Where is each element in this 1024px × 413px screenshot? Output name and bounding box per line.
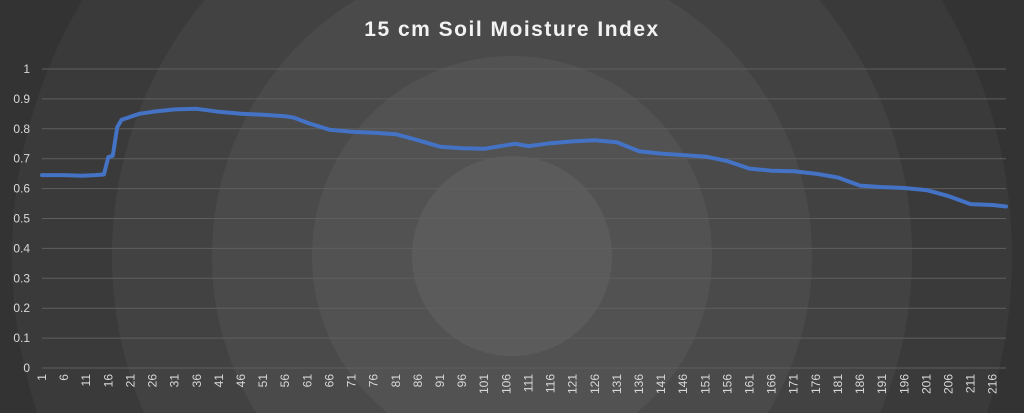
x-tick-label: 201 (919, 374, 933, 394)
x-tick-label: 151 (698, 374, 712, 394)
y-tick-label: 0 (23, 361, 30, 375)
x-tick-label: 36 (190, 374, 204, 388)
x-axis-ticks: 1 6 11 16 21 26 31 36 41 46 51 56 61 66 71 76 81 86 91 96 10… (35, 374, 1000, 394)
x-tick-label: 91 (433, 374, 447, 388)
x-tick-label: 171 (787, 374, 801, 394)
x-tick-label: 31 (168, 374, 182, 388)
x-tick-label: 206 (942, 374, 956, 394)
y-tick-label: 0.8 (13, 122, 30, 136)
series-line-0 (40, 106, 1008, 209)
x-tick-label: 81 (389, 374, 403, 388)
y-tick-label: 0.9 (13, 92, 30, 106)
x-tick-label: 51 (256, 374, 270, 388)
x-tick-label: 46 (234, 374, 248, 388)
y-tick-label: 1 (23, 62, 30, 76)
x-tick-label: 211 (964, 374, 978, 393)
chart-title: 15 cm Soil Moisture Index (364, 18, 660, 41)
x-tick-label: 101 (477, 374, 491, 394)
x-tick-label: 111 (521, 374, 535, 393)
x-tick-label: 136 (632, 374, 646, 394)
x-tick-label: 26 (146, 374, 160, 388)
x-tick-label: 126 (588, 374, 602, 394)
x-tick-label: 186 (853, 374, 867, 394)
x-tick-label: 166 (765, 374, 779, 394)
x-tick-label: 191 (875, 374, 889, 394)
series-layer (40, 106, 1008, 209)
x-tick-label: 96 (455, 374, 469, 388)
x-tick-label: 176 (809, 374, 823, 394)
x-tick-label: 86 (411, 374, 425, 388)
x-tick-label: 116 (544, 374, 558, 393)
y-tick-label: 0.6 (13, 182, 30, 196)
x-tick-label: 11 (79, 374, 93, 387)
x-tick-label: 196 (897, 374, 911, 394)
grid-lines (42, 68, 1006, 369)
x-tick-label: 61 (300, 374, 314, 388)
x-tick-label: 106 (499, 374, 513, 394)
x-tick-label: 66 (322, 374, 336, 388)
x-tick-label: 6 (57, 374, 71, 381)
y-tick-label: 0.7 (13, 152, 30, 166)
x-tick-label: 16 (101, 374, 115, 388)
x-tick-label: 131 (610, 374, 624, 394)
y-axis-ticks: 0 0.1 0.2 0.3 0.4 0.5 0.6 0.7 0.8 0.9 1 (13, 62, 30, 375)
x-tick-label: 141 (654, 374, 668, 394)
x-tick-label: 161 (743, 374, 757, 394)
y-tick-label: 0.1 (13, 331, 30, 345)
x-tick-label: 76 (367, 374, 381, 388)
x-tick-label: 156 (720, 374, 734, 394)
y-tick-label: 0.5 (13, 212, 30, 226)
x-tick-label: 146 (676, 374, 690, 394)
y-tick-label: 0.4 (13, 241, 30, 255)
y-tick-label: 0.3 (13, 271, 30, 285)
x-tick-label: 41 (212, 374, 226, 388)
x-tick-label: 56 (278, 374, 292, 388)
x-tick-label: 121 (566, 374, 580, 394)
x-tick-label: 216 (986, 374, 1000, 394)
x-tick-label: 181 (831, 374, 845, 394)
x-tick-label: 21 (123, 374, 137, 388)
x-tick-label: 71 (345, 374, 359, 388)
x-tick-label: 1 (35, 374, 49, 381)
y-tick-label: 0.2 (13, 301, 30, 315)
